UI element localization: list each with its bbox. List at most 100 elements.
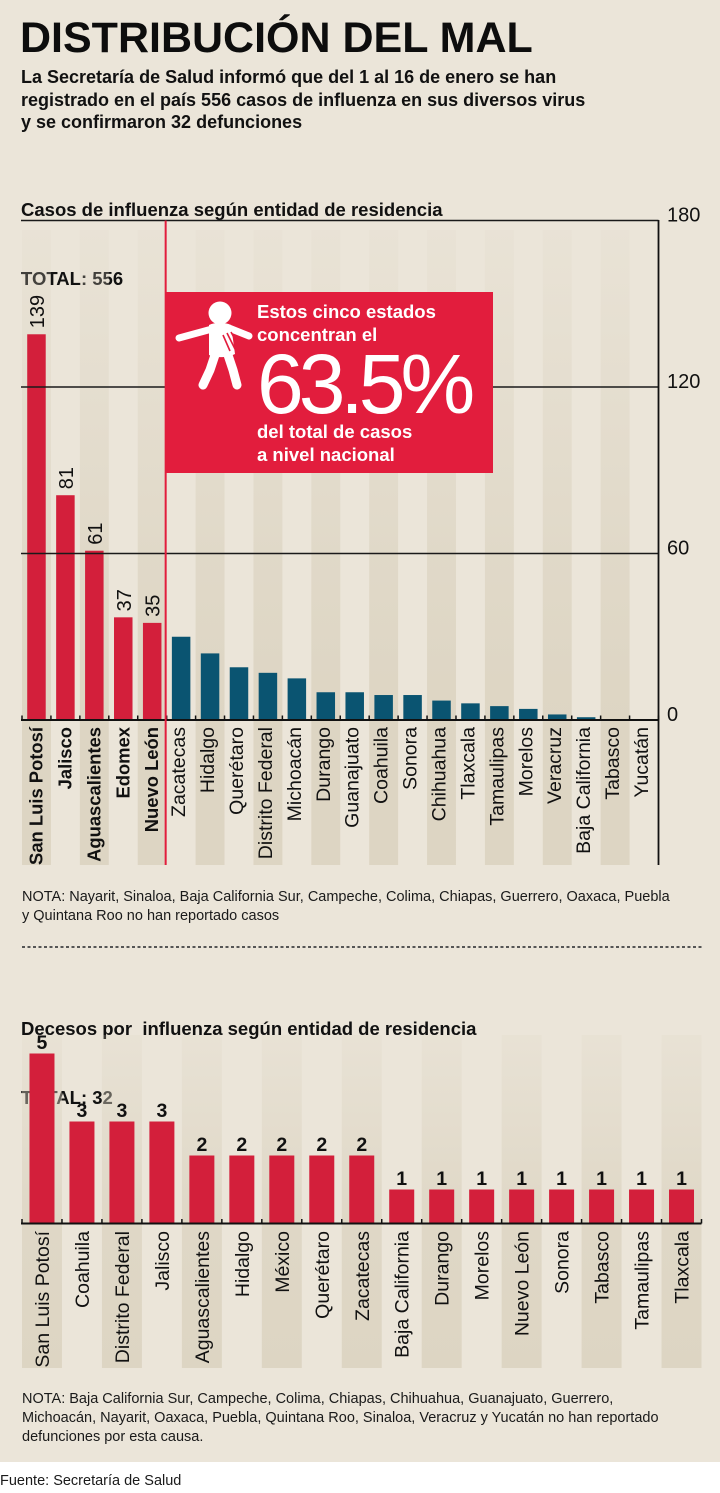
bar-distrito-federal [258, 672, 278, 720]
note-line: y Quintana Roo no han reportado casos [22, 907, 280, 924]
cases-bar-chart: 0 60 120 180 San Luis Potosí Jalisco Aguascali… [21, 205, 700, 865]
bar-value-label: 1 [556, 1168, 567, 1190]
x-tick-label: Durango [432, 1231, 454, 1306]
bar-baja-california [576, 717, 596, 720]
column-stripe [542, 230, 572, 865]
callout-percentage: 63.5% [257, 337, 475, 431]
x-tick-label: Tamaulipas [632, 1231, 654, 1330]
x-tick-label: Baja California [392, 1231, 414, 1358]
bar-value-label: 5 [37, 1032, 48, 1054]
bar-jalisco [149, 1121, 175, 1224]
column-stripe [137, 230, 167, 865]
bar-querétaro [309, 1155, 335, 1224]
x-tick-label: Tamaulipas [486, 727, 508, 826]
bar-value-label: 3 [156, 1100, 167, 1122]
bar-value-label: 81 [56, 467, 78, 489]
cases-chart-title: Casos de influenza según entidad de resi… [21, 199, 443, 220]
bar-value-label: 1 [396, 1168, 407, 1190]
bar-coahuila [374, 695, 393, 720]
bar-edomex [114, 617, 133, 720]
note-line: defunciones por esta causa. [22, 1428, 204, 1445]
note-line: NOTA: Nayarit, Sinaloa, Baja California … [22, 888, 670, 905]
x-tick-label: Sonora [400, 727, 422, 790]
column-stripes [22, 230, 630, 865]
subtitle-line: La Secretaría de Salud informó que del 1… [21, 67, 557, 87]
callout-text-line: Estos cinco estados [257, 300, 436, 322]
x-tick-label: Aguascalientes [192, 1231, 214, 1364]
bar-tamaulipas [629, 1189, 655, 1224]
bar-michoacán [287, 678, 307, 720]
note-line: NOTA: Baja California Sur, Campeche, Col… [22, 1390, 614, 1407]
x-tick-label: Nuevo León [141, 727, 162, 832]
bar-value-label: 61 [85, 522, 107, 544]
data-labels: 5 3 3 3 2 2 2 2 2 1 1 1 1 1 1 1 1 [37, 1032, 688, 1190]
bar-value-label: 1 [596, 1168, 607, 1190]
x-tick-label: Chihuahua [429, 727, 451, 821]
x-tick-labels: San Luis Potosí Jalisco Aguascalientes Edom… [25, 726, 653, 865]
bar-san-luis-potosí [27, 334, 46, 720]
bar-aguascalientes [189, 1155, 215, 1224]
bar-guanajuato [345, 692, 364, 720]
bar-hidalgo [229, 1155, 255, 1224]
bar-tabasco [589, 1189, 615, 1224]
bar-tlaxcala [461, 703, 480, 720]
bar-chihuahua [432, 700, 451, 720]
bar-value-label: 2 [356, 1134, 367, 1156]
bar-veracruz [547, 714, 567, 720]
bar-durango [316, 692, 336, 720]
bar-jalisco [56, 495, 75, 720]
cases-note: NOTA: Nayarit, Sinaloa, Baja California … [22, 888, 670, 926]
bar-tamaulipas [490, 706, 509, 720]
bar-value-label: 2 [236, 1134, 247, 1156]
bar-zacatecas [349, 1155, 375, 1224]
bars [27, 334, 596, 720]
bar-value-label: 2 [196, 1134, 207, 1156]
column-stripe [79, 230, 109, 865]
bar-querétaro [229, 667, 249, 720]
x-tick-label: Tabasco [592, 1231, 614, 1304]
bar-tlaxcala [669, 1189, 695, 1224]
x-tick-label: Sonora [552, 1231, 574, 1294]
x-tick-label: Coahuila [371, 727, 393, 804]
x-tick-label: Nuevo León [512, 1231, 534, 1336]
x-tick-label: Hidalgo [197, 727, 219, 793]
bar-value-label: 35 [143, 595, 165, 617]
bar-value-label: 1 [476, 1168, 487, 1190]
bar-value-label: 1 [436, 1168, 447, 1190]
bar-coahuila [69, 1121, 95, 1224]
x-tick-label: Jalisco [54, 727, 75, 789]
subtitle-line: registrado en el país 556 casos de influ… [21, 89, 586, 110]
callout-text-line: del total de casos [257, 421, 413, 443]
bar-durango [429, 1189, 455, 1224]
bar-value-label: 1 [516, 1168, 527, 1190]
subtitle: La Secretaría de Salud informó que del 1… [21, 66, 585, 134]
callout-text-line: concentran el [257, 324, 378, 345]
x-tick-label: Morelos [515, 727, 537, 797]
bar-value-label: 37 [114, 589, 136, 611]
bars [29, 1053, 695, 1224]
x-tick-label: Coahuila [72, 1231, 94, 1308]
x-tick-label: Michoacán [284, 727, 306, 821]
x-tick-label: San Luis Potosí [32, 1230, 54, 1367]
bar-méxico [269, 1155, 295, 1224]
x-tick-label: Morelos [472, 1231, 494, 1301]
callout-box: Estos cinco estados concentran el 63.5% … [165, 292, 493, 473]
data-labels: 139 81 61 37 35 [27, 295, 165, 617]
x-tick-label: Yucatán [631, 727, 653, 797]
dotted-separator [22, 946, 702, 948]
x-tick-label: Distrito Federal [255, 727, 277, 859]
x-tick-label: Jalisco [152, 1231, 174, 1291]
bar-morelos [519, 708, 538, 720]
x-tick-label: Tabasco [602, 727, 624, 800]
x-tick-label: Zacatecas [168, 727, 190, 817]
bar-value-label: 3 [116, 1100, 127, 1122]
callout-text-line: a nivel nacional [257, 444, 395, 465]
x-tick-label: Aguascalientes [83, 727, 104, 862]
x-tick-label: Guanajuato [342, 727, 364, 828]
x-tick-label: Zacatecas [352, 1231, 374, 1321]
column-stripe [600, 230, 630, 865]
x-tick-label: Querétaro [226, 727, 248, 815]
deaths-chart-title: Decesos por influenza según entidad de r… [21, 1018, 477, 1040]
bar-value-label: 1 [636, 1168, 647, 1190]
x-tick-label: San Luis Potosí [25, 726, 46, 865]
